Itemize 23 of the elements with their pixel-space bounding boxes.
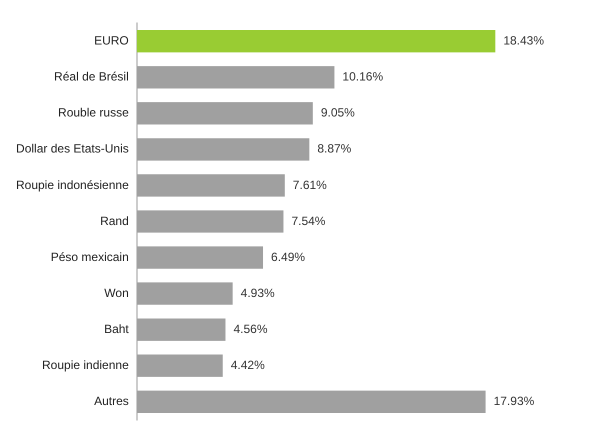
- y-tick-label: Roupie indienne: [42, 358, 130, 372]
- y-tick-label: EURO: [94, 34, 129, 48]
- y-tick-label: Péso mexicain: [50, 250, 129, 264]
- data-label: 18.43%: [503, 34, 544, 48]
- data-label: 6.49%: [271, 250, 306, 264]
- y-tick-label: Won: [104, 286, 129, 300]
- data-label: 4.93%: [240, 286, 276, 300]
- data-label: 9.05%: [320, 106, 356, 120]
- y-tick-label: Autres: [94, 394, 129, 408]
- bar: [136, 30, 496, 52]
- y-tick-label: Roupie indonésienne: [16, 178, 130, 192]
- data-label: 7.54%: [291, 214, 326, 228]
- y-tick-label: Rand: [100, 214, 129, 228]
- data-label: 4.42%: [230, 358, 266, 372]
- data-label: 10.16%: [342, 70, 384, 84]
- data-label: 4.56%: [233, 322, 268, 336]
- data-label: 17.93%: [494, 394, 535, 408]
- y-tick-label: Réal de Brésil: [54, 70, 129, 84]
- data-label: 7.61%: [292, 178, 328, 192]
- y-tick-label: Rouble russe: [58, 106, 130, 120]
- y-tick-label: Dollar des Etats-Unis: [16, 142, 129, 156]
- data-label: 8.87%: [317, 142, 352, 156]
- y-tick-label: Baht: [104, 322, 130, 336]
